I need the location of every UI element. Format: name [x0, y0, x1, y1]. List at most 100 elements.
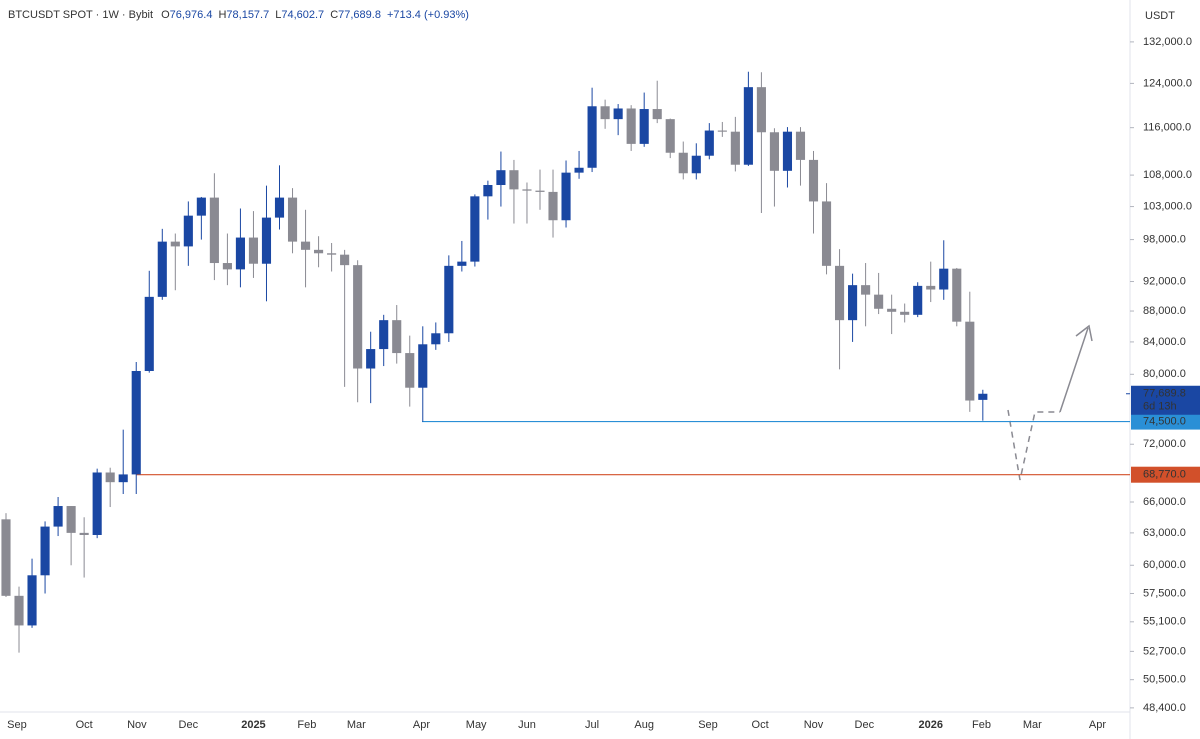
candle-body [340, 254, 350, 266]
candle-body [1, 519, 11, 596]
y-tick-label: 66,000.0 [1143, 496, 1186, 508]
candle-body [92, 472, 102, 535]
candle-body [14, 595, 24, 626]
y-tick-label: 103,000.0 [1143, 200, 1192, 212]
change: +713.4 (+0.93%) [387, 9, 469, 21]
y-tick-label: 57,500.0 [1143, 587, 1186, 599]
candle-body [157, 241, 167, 297]
candle-body [613, 108, 623, 120]
candle-body [587, 106, 597, 168]
candle-body [248, 237, 259, 264]
candle-body [548, 191, 558, 221]
x-tick-label: Feb [972, 719, 991, 731]
candle-body [353, 265, 363, 369]
candle-body [939, 268, 949, 290]
candle-body [769, 132, 779, 171]
candle-body [196, 197, 206, 216]
ohlc-value: 78,157.7 [226, 9, 269, 21]
ohlc-key: H [218, 9, 226, 21]
x-tick-label: Sep [698, 719, 718, 731]
candle-body [470, 196, 480, 262]
ohlc-value: 76,976.4 [170, 9, 213, 21]
level-label: 74,500.0 [1143, 415, 1186, 427]
candle-body [444, 265, 454, 334]
candle-body [496, 170, 506, 186]
x-tick-label: Mar [1023, 719, 1042, 731]
x-tick-label: Apr [413, 719, 430, 731]
candle-body [287, 197, 298, 242]
candle-body [27, 575, 37, 626]
x-tick-label: Dec [855, 719, 875, 731]
x-tick-label: Apr [1089, 719, 1106, 731]
y-tick-label: 48,400.0 [1143, 702, 1186, 714]
x-tick-label: May [466, 719, 487, 731]
candle-body [53, 506, 63, 527]
y-tick-label: 50,500.0 [1143, 674, 1186, 686]
candle-body [639, 109, 649, 144]
candle-body [457, 261, 467, 266]
candle-body [405, 353, 415, 388]
candle-body [952, 268, 962, 322]
candle-body [327, 253, 337, 255]
symbol: BTCUSDT SPOT · 1W · Bybit [8, 9, 153, 21]
x-tick-label: 2026 [918, 719, 942, 731]
candle-body [730, 131, 740, 165]
ohlc-key: C [330, 9, 338, 21]
candle-body [821, 201, 832, 266]
candle-body [392, 320, 402, 354]
candle-body [665, 119, 675, 153]
candle-body [561, 172, 571, 221]
candle-body [756, 87, 766, 133]
x-tick-label: Aug [634, 719, 654, 731]
last-price-box [1131, 385, 1200, 415]
candle-body [861, 285, 871, 295]
candle-body [522, 189, 532, 191]
candle-body [105, 472, 115, 483]
projection-path [1007, 409, 1060, 481]
candle-body [40, 526, 50, 576]
ohlc-key: O [161, 9, 170, 21]
candle-body [418, 344, 428, 388]
x-tick-label: Jul [585, 719, 599, 731]
x-tick-label: Nov [127, 719, 147, 731]
level-label: 68,770.0 [1143, 469, 1186, 481]
candle-body [900, 311, 910, 315]
last-price-label: 77,689.8 [1143, 388, 1186, 400]
candle-body [183, 215, 193, 247]
candle-body [743, 87, 753, 165]
candle-body [535, 190, 545, 192]
y-tick-label: 108,000.0 [1143, 169, 1192, 181]
candle-body [483, 185, 493, 197]
level-label-box [1131, 466, 1200, 483]
candle-body [274, 197, 285, 218]
y-tick-label: 132,000.0 [1143, 36, 1192, 48]
countdown: 6d 13h [1143, 401, 1177, 413]
candle-body [691, 155, 701, 174]
candle-body [887, 308, 897, 312]
y-tick-label: 52,700.0 [1143, 645, 1186, 657]
y-tick-label: 92,000.0 [1143, 275, 1186, 287]
candle-body [913, 285, 923, 315]
y-tick-label: 116,000.0 [1143, 122, 1191, 134]
y-tick-label: 63,000.0 [1143, 527, 1186, 539]
candle-body [678, 152, 688, 174]
x-tick-label: Oct [752, 719, 769, 731]
candle-body [874, 294, 884, 309]
candle-body [848, 285, 858, 321]
candle-body [926, 285, 936, 290]
ohlc-value: 77,689.8 [338, 9, 381, 21]
candle-body [808, 159, 819, 202]
candle-body [717, 130, 727, 132]
candle-body [965, 321, 975, 401]
candle-body [431, 333, 441, 345]
candle-body [300, 241, 311, 250]
candle-body [704, 130, 714, 156]
candle-body [222, 263, 232, 270]
y-tick-label: 84,000.0 [1143, 336, 1186, 348]
candle-body [314, 249, 324, 254]
candle-body [131, 370, 141, 475]
candle-body [66, 506, 76, 533]
candle-body [834, 265, 845, 321]
projection [1007, 324, 1093, 481]
